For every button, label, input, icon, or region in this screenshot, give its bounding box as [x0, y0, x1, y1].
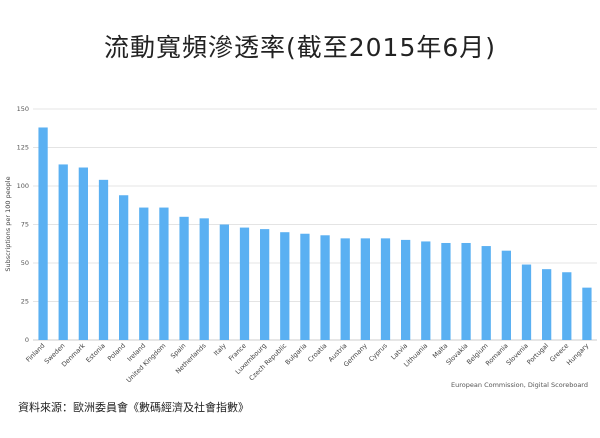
source-credit: European Commission, Digital Scoreboard: [451, 381, 588, 389]
bar-slovakia: [461, 242, 471, 340]
x-tick-label: Slovenia: [505, 342, 530, 367]
x-tick-label: Croatia: [306, 342, 328, 364]
chart-title: 流動寬頻滲透率(截至2015年6月): [103, 33, 497, 62]
y-tick-label: 50: [21, 259, 29, 267]
bar-cyprus: [380, 238, 391, 340]
x-tick-label: Portugal: [525, 342, 550, 367]
bar-romania: [501, 250, 511, 340]
x-tick-label: Estonia: [84, 342, 107, 365]
bar-portugal: [542, 269, 552, 340]
y-tick-label: 75: [21, 221, 29, 229]
x-tick-label: Czech Republic: [248, 341, 289, 382]
bar-france: [239, 227, 250, 340]
y-tick-labels: 0 25 50 75 100 125 150: [17, 105, 29, 344]
x-tick-label: Malta: [431, 342, 449, 360]
x-tick-label: Slovakia: [445, 342, 470, 367]
bar-sweden: [58, 164, 68, 340]
bar-luxembourg: [260, 229, 270, 340]
bar-denmark: [78, 167, 88, 340]
x-tick-label: Spain: [169, 342, 188, 361]
bar-poland: [119, 195, 129, 340]
bar-estonia: [98, 179, 109, 340]
bar-netherlands: [199, 218, 209, 340]
x-tick-label: Italy: [212, 342, 228, 358]
bar-bulgaria: [300, 233, 310, 340]
x-tick-label: Bulgaria: [284, 342, 309, 367]
bar-ireland: [139, 207, 149, 340]
bar-belgium: [481, 246, 491, 340]
bar-hungary: [582, 287, 592, 340]
y-tick-label: 150: [17, 105, 29, 113]
x-tick-label: Cyprus: [367, 341, 389, 363]
y-tick-label: 100: [17, 182, 29, 190]
y-axis-label: Subscriptions per 100 people: [4, 176, 12, 271]
bar-finland: [38, 127, 48, 340]
y-tick-label: 125: [17, 144, 29, 152]
source-note: 資料來源：歐洲委員會《數碼經濟及社會指數》: [18, 401, 249, 414]
bar-austria: [340, 238, 350, 340]
bars: [38, 127, 592, 340]
bar-united-kingdom: [159, 207, 169, 340]
bar-italy: [219, 224, 229, 340]
bar-germany: [360, 238, 370, 340]
bar-greece: [562, 272, 572, 340]
bar-lithuania: [421, 241, 431, 340]
x-tick-label: Poland: [106, 342, 127, 363]
bar-czech-republic: [280, 232, 290, 340]
bar-spain: [179, 216, 189, 340]
bar-latvia: [401, 239, 411, 340]
y-tick-label: 25: [21, 298, 29, 306]
y-tick-label: 0: [25, 336, 29, 344]
x-tick-label: Hungary: [565, 342, 590, 367]
bar-croatia: [320, 235, 330, 340]
grid-lines: [33, 108, 597, 341]
bar-malta: [441, 242, 451, 340]
bar-slovenia: [521, 264, 532, 340]
